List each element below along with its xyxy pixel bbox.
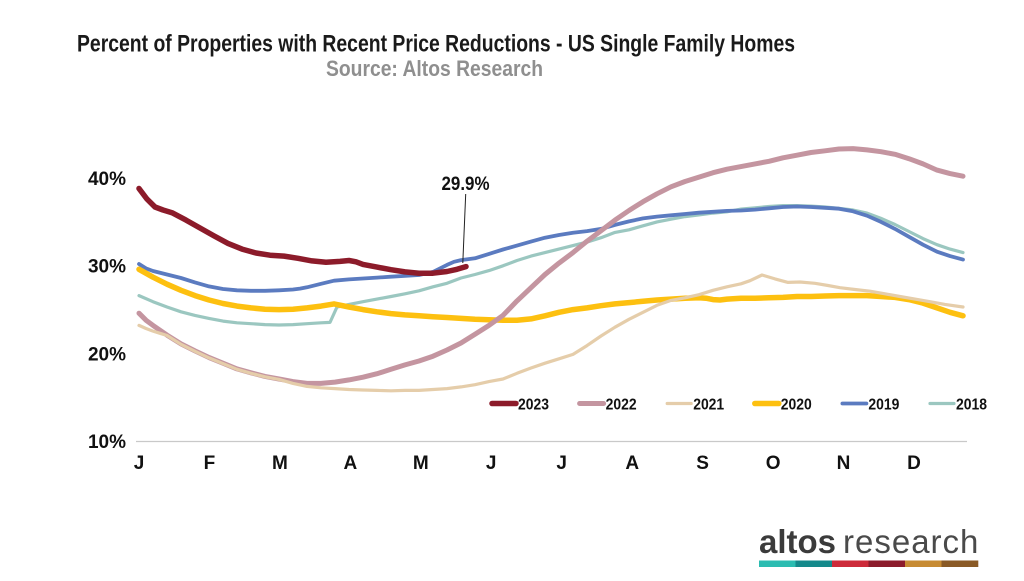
- svg-text:J: J: [486, 453, 497, 474]
- svg-text:research: research: [843, 523, 979, 560]
- svg-text:2019: 2019: [868, 397, 899, 414]
- svg-text:2021: 2021: [693, 397, 724, 414]
- svg-text:30%: 30%: [88, 257, 126, 278]
- svg-text:M: M: [272, 453, 288, 474]
- svg-text:A: A: [625, 453, 639, 474]
- svg-text:2023: 2023: [518, 397, 549, 414]
- svg-text:O: O: [766, 453, 781, 474]
- svg-text:N: N: [837, 453, 851, 474]
- svg-text:M: M: [413, 453, 429, 474]
- svg-text:40%: 40%: [88, 169, 126, 190]
- svg-text:10%: 10%: [88, 432, 126, 453]
- svg-text:altos: altos: [759, 523, 836, 560]
- svg-text:S: S: [696, 453, 709, 474]
- svg-text:Percent of Properties with Rec: Percent of Properties with Recent Price …: [77, 31, 795, 58]
- svg-text:20%: 20%: [88, 345, 126, 366]
- svg-text:J: J: [134, 453, 145, 474]
- svg-text:29.9%: 29.9%: [442, 174, 490, 195]
- svg-text:F: F: [204, 453, 216, 474]
- svg-text:2018: 2018: [956, 397, 987, 414]
- svg-text:A: A: [344, 453, 358, 474]
- svg-text:2020: 2020: [781, 397, 812, 414]
- svg-text:J: J: [556, 453, 567, 474]
- svg-text:2022: 2022: [606, 397, 637, 414]
- svg-text:D: D: [907, 453, 921, 474]
- svg-text:Source: Altos Research: Source: Altos Research: [326, 56, 543, 81]
